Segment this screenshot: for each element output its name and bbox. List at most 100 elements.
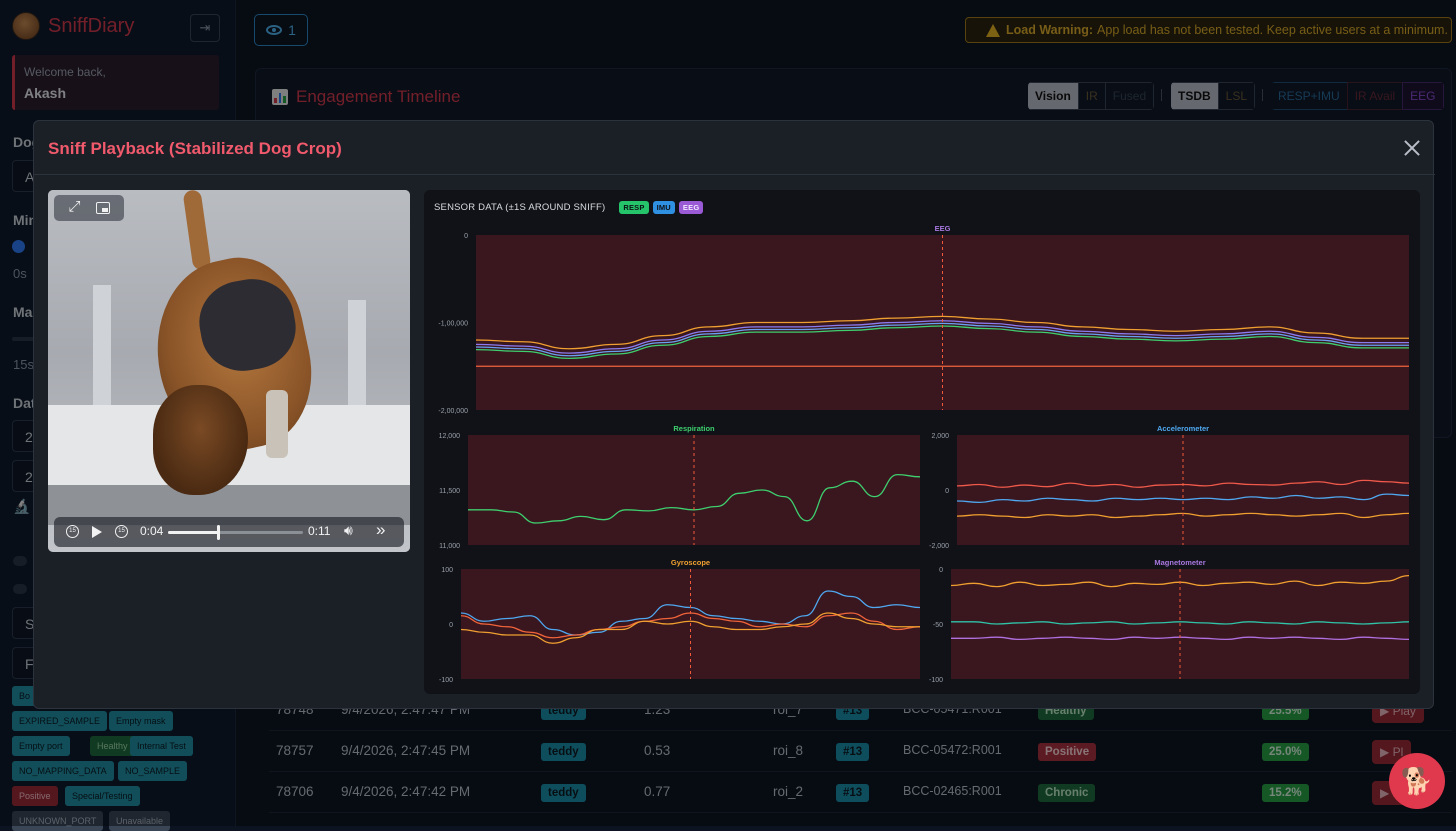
bar-chart-icon bbox=[272, 89, 288, 105]
row-percent-badge: 15.2% bbox=[1262, 784, 1309, 802]
imu-badge: IMU bbox=[652, 201, 675, 214]
logout-icon: ⇥ bbox=[199, 20, 211, 35]
brand[interactable]: SniffDiary bbox=[12, 12, 134, 40]
microscope-icon: 🔬 bbox=[13, 498, 31, 514]
max-duration-value: 15s bbox=[13, 357, 34, 372]
brand-name: SniffDiary bbox=[48, 14, 135, 37]
toggle-1[interactable] bbox=[13, 556, 27, 566]
gyroscope-y-tick-label: 0 bbox=[449, 622, 453, 629]
dog-assistant-button[interactable]: 🐕 bbox=[1389, 753, 1445, 809]
magnetometer-chart-title: Magnetometer bbox=[1154, 558, 1205, 567]
accelerometer-y-tick-label: -2,000 bbox=[929, 543, 949, 550]
eeg-chart-title: EEG bbox=[935, 224, 951, 233]
toggle-fused[interactable]: Fused bbox=[1104, 82, 1155, 110]
toggle-separator bbox=[1161, 89, 1162, 101]
row-id: 78757 bbox=[276, 743, 314, 758]
toggle-lsl[interactable]: LSL bbox=[1217, 82, 1256, 110]
volume-icon[interactable]: 🔊︎ bbox=[344, 522, 353, 538]
forward-icon[interactable]: 15 bbox=[115, 525, 128, 538]
magnetometer-y-tick-label: 0 bbox=[939, 567, 943, 574]
max-duration-slider[interactable] bbox=[12, 337, 34, 341]
row-value: 0.53 bbox=[644, 743, 671, 758]
toggle-eeg[interactable]: EEG bbox=[1402, 82, 1444, 110]
accelerometer-series-line-2 bbox=[956, 493, 1410, 504]
tag-item[interactable]: NO_MAPPING_DATA bbox=[12, 761, 114, 781]
row-code: BCC-02465:R001 bbox=[903, 784, 1002, 798]
respiration-y-tick-label: 11,500 bbox=[439, 488, 460, 495]
duration: 0:11 bbox=[308, 524, 331, 538]
modal-title: Sniff Playback (Stabilized Dog Crop) bbox=[48, 139, 342, 158]
tag-item[interactable]: Special/Testing bbox=[65, 786, 140, 806]
tag-item[interactable]: Empty mask bbox=[109, 711, 173, 731]
row-roi: roi_8 bbox=[773, 743, 804, 758]
max-duration-label: Ma bbox=[13, 304, 33, 320]
row-port-badge: #13 bbox=[836, 784, 870, 802]
row-percent-badge: 25.0% bbox=[1262, 743, 1309, 761]
tag-item[interactable]: Empty port bbox=[12, 736, 70, 756]
tag-item[interactable]: Internal Test bbox=[130, 736, 193, 756]
row-play-button[interactable]: ▶ Pl bbox=[1372, 740, 1412, 764]
logout-button[interactable]: ⇥ bbox=[190, 14, 220, 42]
toggle-tsdb[interactable]: TSDB bbox=[1171, 82, 1219, 110]
tag-item[interactable]: Healthy bbox=[90, 736, 135, 756]
close-icon[interactable] bbox=[1401, 138, 1423, 160]
min-duration-value: 0s bbox=[13, 266, 27, 281]
sensor-charts: EEG 0 -1,00,000 -2,00,000 Respiration 12,000 1… bbox=[438, 224, 1410, 684]
picture-in-picture-icon[interactable] bbox=[95, 202, 110, 214]
row-dog-badge: teddy bbox=[541, 784, 586, 802]
accelerometer-y-tick-label: 0 bbox=[945, 488, 949, 495]
row-time: 9/4/2026, 2:47:42 PM bbox=[341, 784, 471, 799]
dog-icon: 🐕 bbox=[1400, 765, 1434, 796]
timeline-title: Engagement Timeline bbox=[272, 87, 460, 107]
row-roi: roi_2 bbox=[773, 784, 804, 799]
tag-item[interactable]: Positive bbox=[12, 786, 58, 806]
accelerometer-chart-title: Accelerometer bbox=[1157, 424, 1209, 433]
eeg-y-tick-label: -1,00,000 bbox=[438, 321, 468, 328]
seek-bar-handle[interactable] bbox=[216, 525, 220, 540]
magnetometer-y-tick-label: -100 bbox=[929, 677, 943, 684]
seek-bar[interactable] bbox=[168, 525, 303, 540]
tag-item[interactable]: Bo bbox=[12, 686, 38, 706]
respiration-y-tick-label: 11,000 bbox=[439, 543, 460, 550]
tag-item[interactable]: EXPIRED_SAMPLE bbox=[12, 711, 108, 731]
table-row[interactable]: 78757 9/4/2026, 2:47:45 PM teddy 0.53 ro… bbox=[269, 731, 1452, 772]
row-port-badge: #13 bbox=[836, 743, 870, 761]
row-dog-badge: teddy bbox=[541, 743, 586, 761]
resp-badge: RESP bbox=[619, 201, 649, 214]
sensor-data-panel: SENSOR DATA (±1S AROUND SNIFF) RESP IMU … bbox=[424, 190, 1420, 694]
more-options-icon[interactable]: » bbox=[376, 520, 386, 539]
sensor-toggle-group: RESP+IMU IR Avail EEG bbox=[1271, 82, 1444, 110]
toggle-2[interactable] bbox=[13, 584, 27, 594]
accelerometer-y-tick-label: 2,000 bbox=[931, 433, 949, 440]
gyroscope-y-tick-label: 100 bbox=[441, 567, 453, 574]
fullscreen-icon[interactable] bbox=[69, 198, 83, 215]
welcome-text: Welcome back, bbox=[24, 65, 106, 79]
row-code: BCC-05472:R001 bbox=[903, 743, 1002, 757]
warning-icon bbox=[986, 23, 1000, 37]
active-viewers-button[interactable]: 1 bbox=[254, 14, 308, 46]
welcome-card: Welcome back, Akash bbox=[12, 55, 219, 110]
toggle-vision[interactable]: Vision bbox=[1028, 82, 1079, 110]
play-icon[interactable] bbox=[92, 526, 102, 538]
video-player[interactable]: 15 15 0:04 0:11 🔊︎ » bbox=[48, 190, 410, 552]
dog-leg bbox=[266, 390, 288, 458]
date-label: Dat bbox=[13, 395, 36, 411]
eeg-y-tick-label: 0 bbox=[464, 233, 468, 240]
video-top-controls bbox=[54, 195, 124, 221]
modal-header: Sniff Playback (Stabilized Dog Crop) bbox=[34, 121, 1435, 175]
timeline-title-text: Engagement Timeline bbox=[296, 87, 461, 106]
dog-head bbox=[153, 385, 248, 495]
row-id: 78706 bbox=[276, 784, 314, 799]
rewind-icon[interactable]: 15 bbox=[66, 525, 79, 538]
respiration-chart-title: Respiration bbox=[673, 424, 715, 433]
eeg-series-line-1 bbox=[475, 315, 1409, 350]
min-duration-label: Min bbox=[13, 212, 38, 228]
warning-title: Load Warning: bbox=[1006, 23, 1094, 37]
video-controls: 15 15 0:04 0:11 🔊︎ » bbox=[54, 517, 404, 547]
min-duration-slider[interactable] bbox=[12, 240, 25, 253]
row-status-badge: Positive bbox=[1038, 743, 1097, 761]
sensor-title-text: SENSOR DATA (±1S AROUND SNIFF) bbox=[434, 202, 606, 213]
load-warning-banner: Load Warning: App load has not been test… bbox=[965, 17, 1452, 43]
tag-item[interactable]: NO_SAMPLE bbox=[118, 761, 188, 781]
dog-select-value: A bbox=[25, 169, 35, 185]
